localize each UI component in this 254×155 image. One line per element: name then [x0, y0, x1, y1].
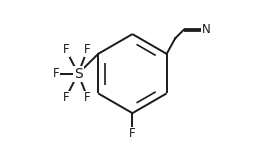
Text: F: F	[52, 67, 59, 80]
Text: S: S	[74, 67, 83, 81]
Text: N: N	[202, 23, 211, 36]
Text: F: F	[62, 91, 69, 104]
Text: F: F	[84, 91, 91, 104]
Text: F: F	[129, 127, 136, 140]
Text: F: F	[62, 43, 69, 56]
Text: F: F	[84, 43, 91, 56]
